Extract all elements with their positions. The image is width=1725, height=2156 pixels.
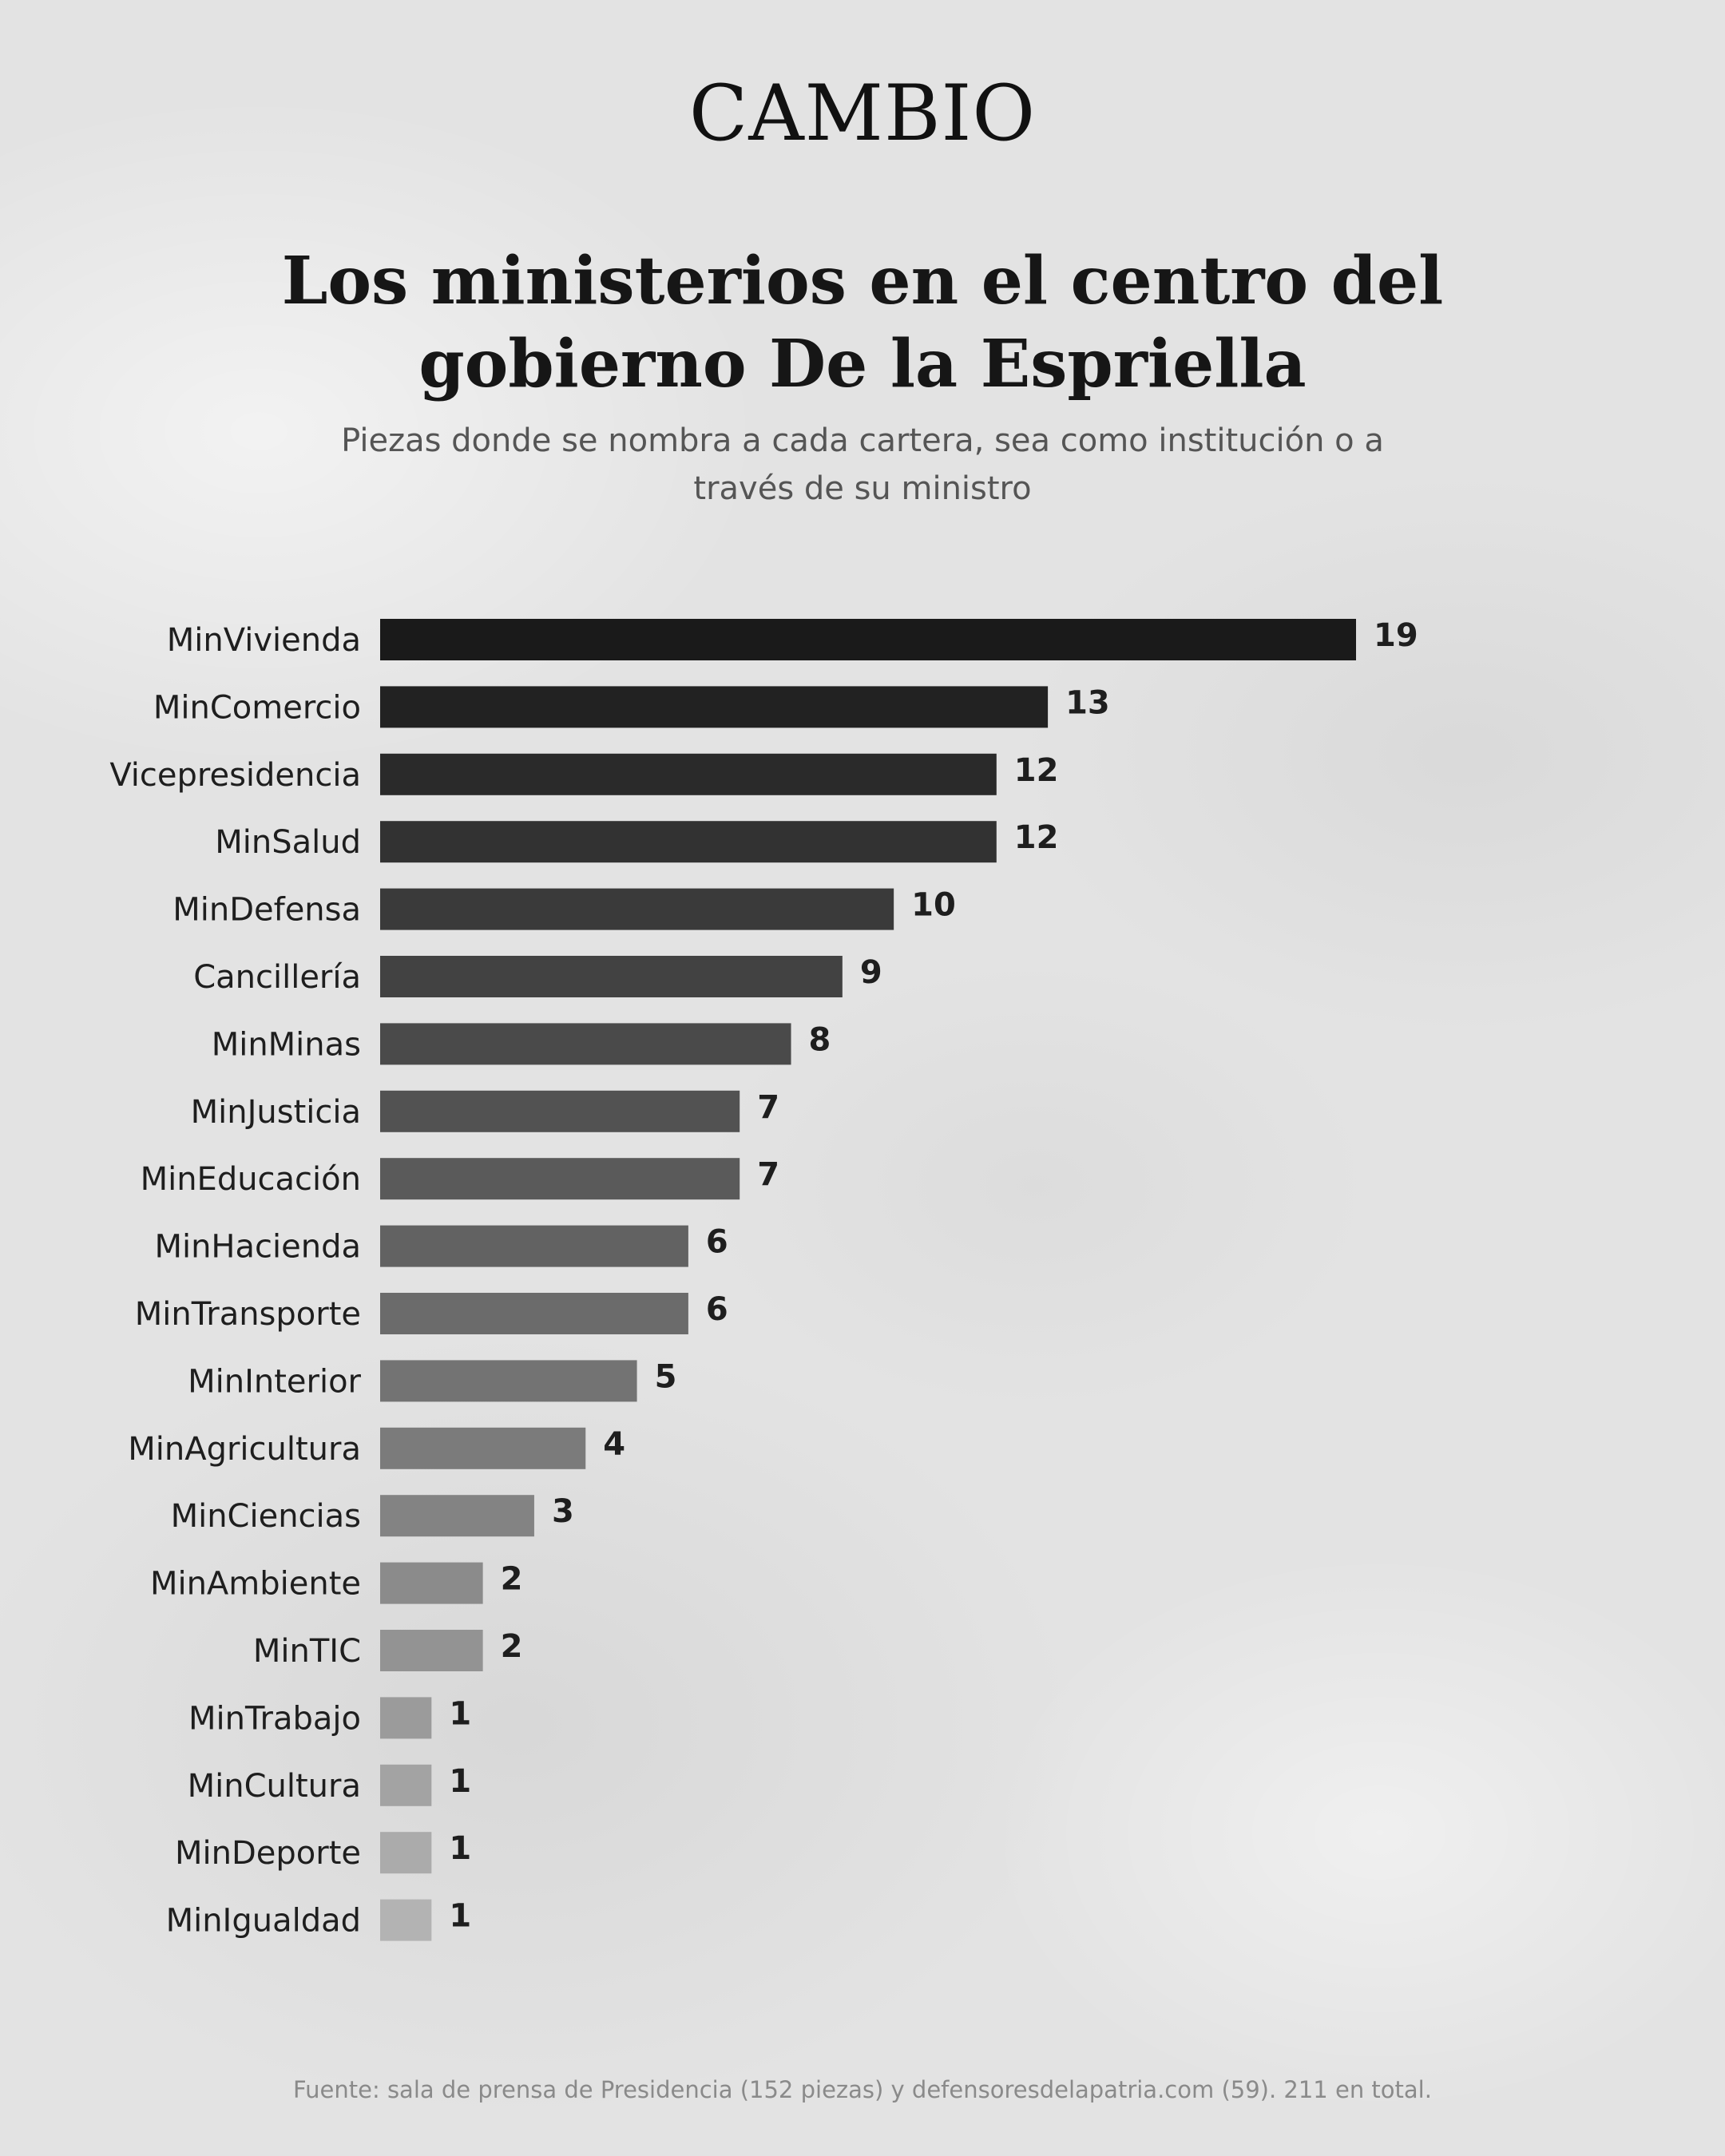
bar — [380, 821, 997, 863]
value-label: 1 — [449, 1898, 471, 1935]
category-label: MinTIC — [253, 1633, 361, 1670]
chart-title: Los ministerios en el centro del gobiern… — [0, 240, 1725, 406]
bar — [380, 1427, 586, 1469]
bar — [380, 753, 997, 795]
chart-subtitle-line-1: Piezas donde se nombra a cada cartera, s… — [341, 422, 1384, 459]
category-label: MinAmbiente — [150, 1566, 361, 1603]
category-label: MinTransporte — [135, 1296, 361, 1333]
value-label: 6 — [706, 1224, 728, 1261]
bar — [380, 1630, 483, 1671]
category-label: MinEducación — [141, 1161, 361, 1198]
source-note: Fuente: sala de prensa de Presidencia (1… — [293, 2076, 1432, 2103]
bar — [380, 1832, 432, 1874]
category-label: MinCultura — [188, 1768, 361, 1805]
value-label: 10 — [911, 887, 956, 924]
value-label: 8 — [809, 1021, 831, 1058]
value-label: 12 — [1014, 819, 1059, 856]
brand-logo: CAMBIO — [688, 69, 1037, 158]
value-label: 1 — [449, 1695, 471, 1732]
value-label: 2 — [501, 1561, 523, 1598]
bar — [380, 1293, 688, 1334]
value-label: 3 — [552, 1493, 574, 1530]
category-label: MinVivienda — [167, 622, 361, 659]
bar — [380, 1495, 534, 1537]
category-label: MinSalud — [215, 824, 361, 861]
bar — [380, 1899, 432, 1941]
bar — [380, 1023, 791, 1065]
bar — [380, 686, 1049, 728]
value-label: 1 — [449, 1763, 471, 1800]
value-label: 7 — [757, 1089, 779, 1126]
bar — [380, 1225, 688, 1267]
category-label: MinDefensa — [172, 892, 361, 929]
bar — [380, 1697, 432, 1739]
value-label: 4 — [603, 1426, 625, 1463]
value-label: 9 — [860, 954, 882, 991]
category-label: MinComercio — [153, 689, 361, 726]
value-label: 6 — [706, 1291, 728, 1328]
chart-title-line-1: Los ministerios en el centro del — [281, 243, 1444, 319]
category-label: Vicepresidencia — [109, 757, 361, 794]
chart-title-line-2: gobierno De la Espriella — [418, 326, 1307, 402]
category-label: MinAgricultura — [128, 1431, 361, 1468]
category-label: MinJusticia — [191, 1094, 361, 1131]
value-label: 1 — [449, 1830, 471, 1867]
category-label: MinTrabajo — [188, 1700, 361, 1737]
value-label: 7 — [757, 1156, 779, 1193]
bar — [380, 1360, 637, 1402]
category-label: Cancillería — [193, 959, 361, 996]
category-label: MinMinas — [212, 1026, 361, 1063]
chart-subtitle-line-2: través de su ministro — [693, 470, 1032, 507]
bar — [380, 1090, 740, 1132]
value-label: 2 — [501, 1628, 523, 1665]
chart-subtitle: Piezas donde se nombra a cada cartera, s… — [303, 417, 1422, 513]
bar — [380, 1562, 483, 1604]
category-label: MinDeporte — [175, 1835, 361, 1872]
value-label: 13 — [1065, 684, 1110, 721]
bar — [380, 888, 894, 930]
category-label: MinInterior — [188, 1363, 361, 1400]
bar — [380, 1158, 740, 1200]
value-label: 12 — [1014, 752, 1059, 789]
bar — [380, 956, 843, 997]
bar — [380, 1764, 432, 1806]
category-label: MinCiencias — [171, 1498, 361, 1535]
value-label: 19 — [1374, 617, 1418, 654]
category-label: MinHacienda — [154, 1229, 361, 1266]
value-label: 5 — [655, 1358, 677, 1395]
bar — [380, 619, 1356, 660]
category-label: MinIgualdad — [166, 1903, 361, 1940]
